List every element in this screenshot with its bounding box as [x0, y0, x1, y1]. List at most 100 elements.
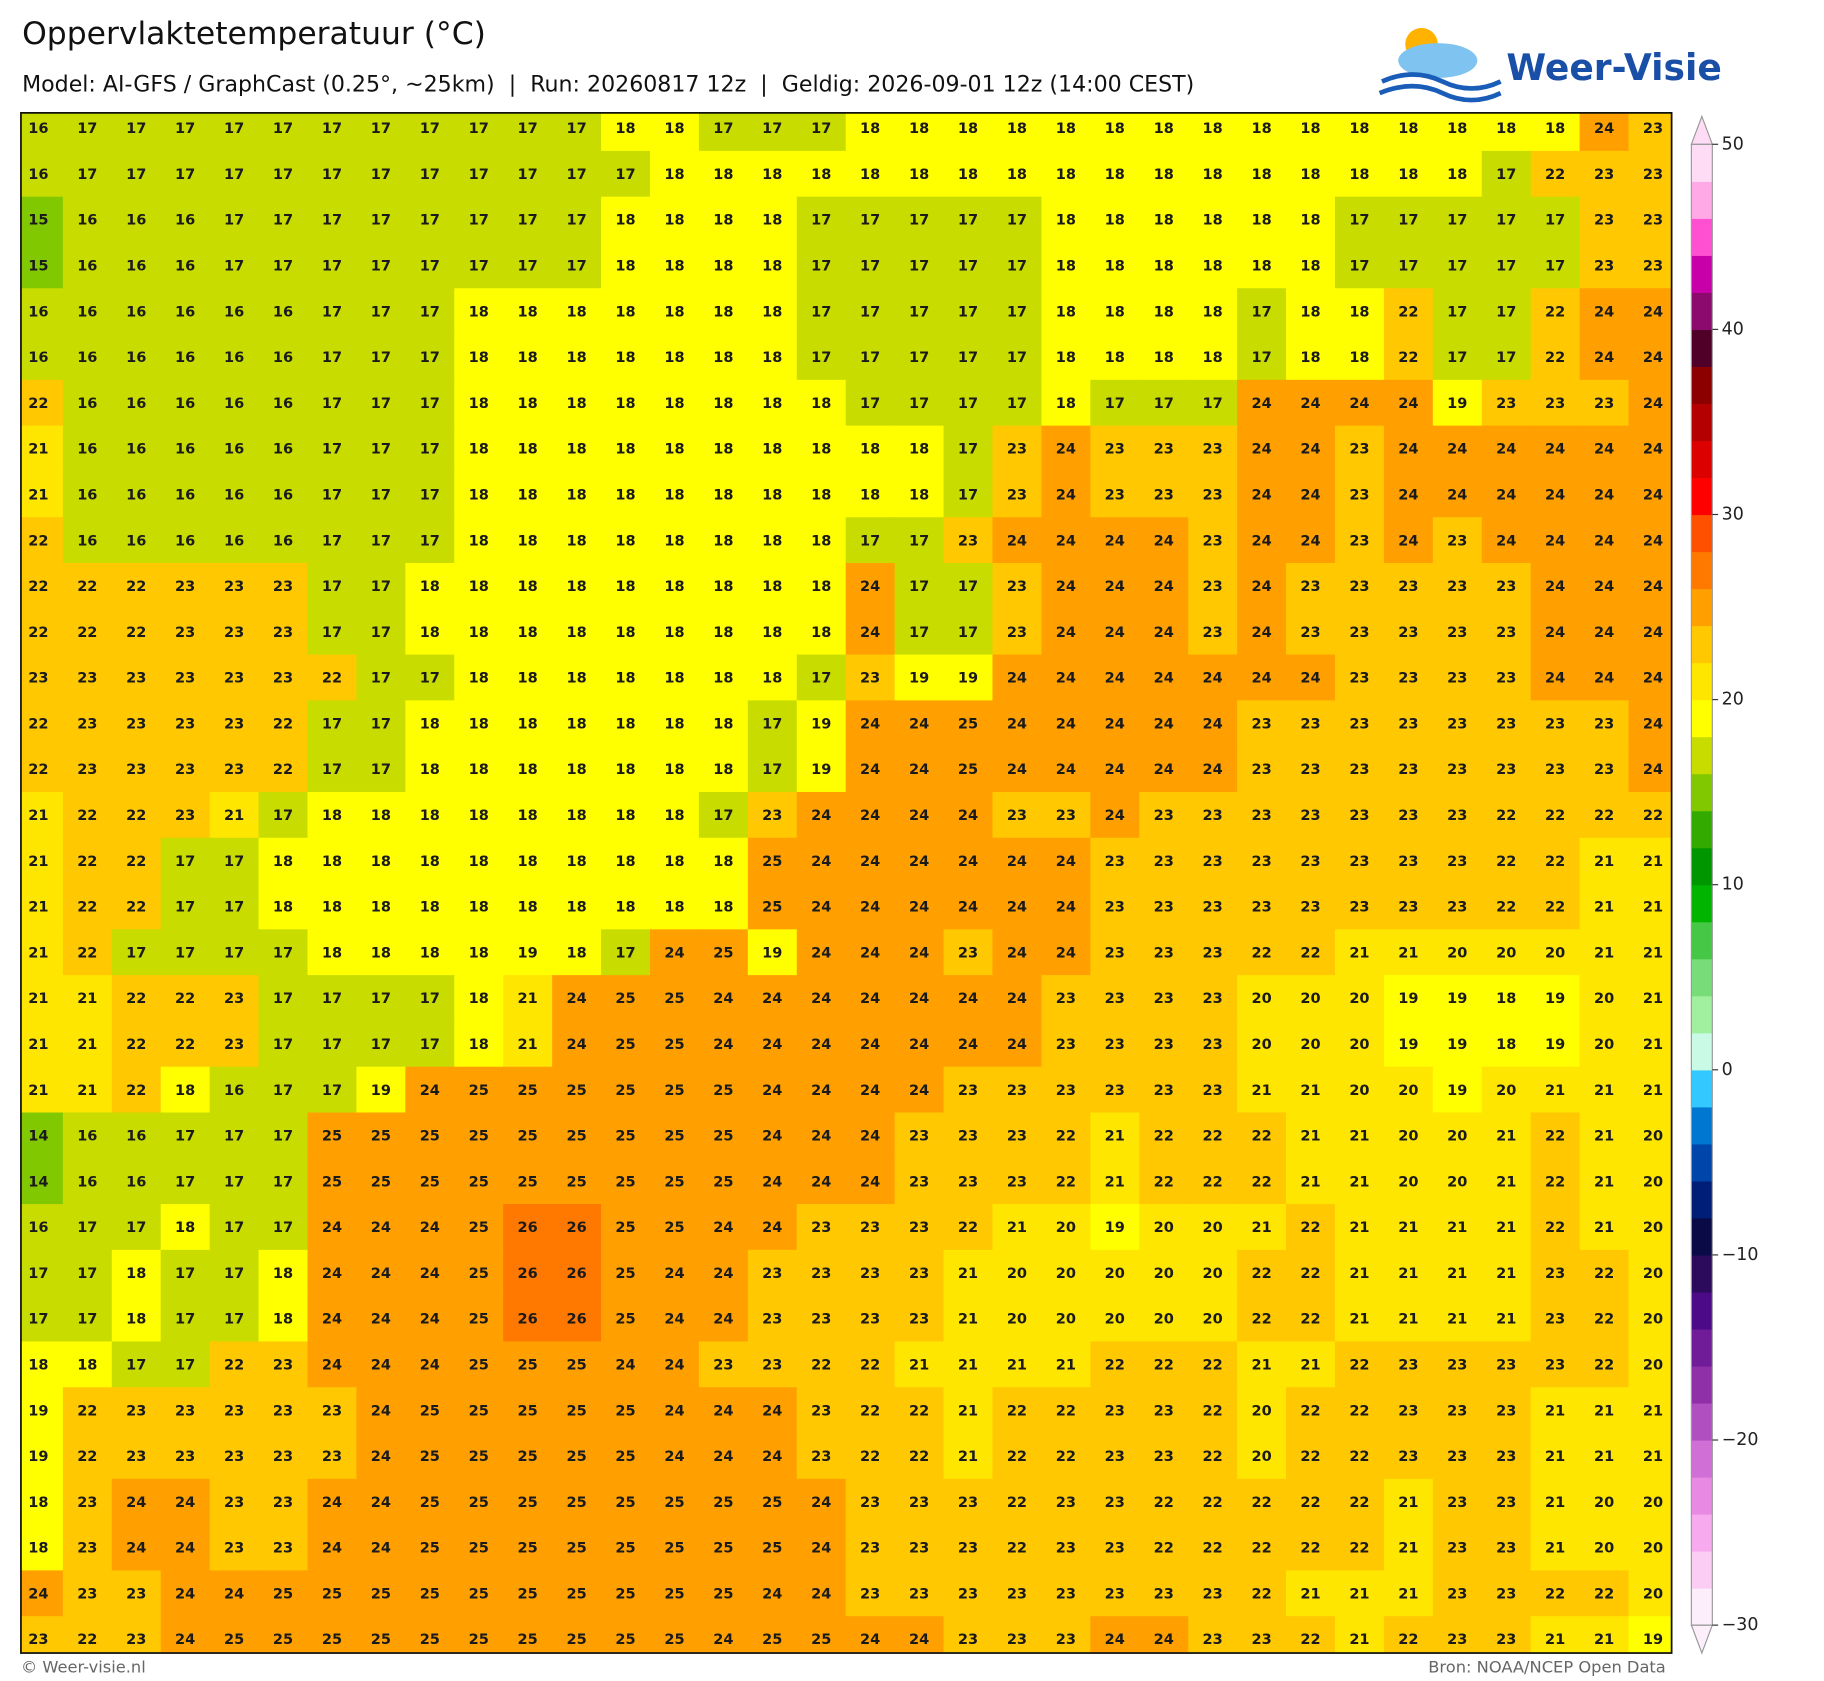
temperature-label: 22: [1300, 1632, 1320, 1648]
temperature-cell: [1237, 425, 1287, 473]
temperature-label: 20: [1643, 1220, 1663, 1236]
temperature-cell: [1579, 1112, 1630, 1159]
temperature-label: 25: [518, 1495, 538, 1511]
temperature-label: 23: [1545, 716, 1565, 732]
temperature-cell: [307, 242, 358, 289]
temperature-cell: [894, 150, 945, 198]
temperature-cell: [307, 837, 358, 885]
temperature-label: 24: [1154, 533, 1174, 549]
temperature-label: 24: [909, 1083, 929, 1099]
temperature-cell: [160, 425, 211, 473]
temperature-cell: [601, 1112, 651, 1159]
temperature-label: 16: [175, 259, 195, 275]
temperature-label: 17: [909, 625, 929, 641]
temperature-label: 23: [1447, 808, 1467, 824]
colorbar-segment: [1691, 736, 1713, 775]
temperature-cell: [405, 975, 455, 1022]
temperature-cell: [454, 1524, 504, 1572]
temperature-cell: [943, 517, 994, 564]
temperature-label: 23: [1496, 762, 1516, 778]
temperature-cell: [503, 1020, 553, 1068]
temperature-label: 23: [1056, 1083, 1076, 1099]
temperature-cell: [1090, 608, 1140, 656]
temperature-cell: [747, 1570, 798, 1617]
temperature-cell: [1334, 746, 1385, 793]
temperature-cell: [1041, 1204, 1092, 1251]
temperature-label: 22: [909, 1449, 929, 1465]
temperature-cell: [1628, 1524, 1672, 1572]
temperature-cell: [111, 517, 162, 564]
temperature-label: 18: [1203, 121, 1223, 137]
temperature-cell: [943, 242, 994, 289]
temperature-label: 23: [1154, 808, 1174, 824]
temperature-label: 18: [566, 579, 586, 595]
temperature-label: 24: [1447, 487, 1467, 503]
temperature-label: 24: [1496, 487, 1516, 503]
temperature-label: 24: [1007, 900, 1027, 916]
temperature-cell: [405, 112, 455, 152]
temperature-label: 24: [909, 991, 929, 1007]
temperature-label: 17: [224, 1266, 244, 1282]
temperature-label: 23: [1545, 1266, 1565, 1282]
temperature-label: 23: [909, 1586, 929, 1602]
temperature-label: 24: [811, 1495, 831, 1511]
temperature-label: 18: [28, 1358, 48, 1374]
temperature-cell: [111, 563, 162, 610]
temperature-label: 22: [1203, 1495, 1223, 1511]
temperature-label: 17: [1545, 259, 1565, 275]
temperature-cell: [1481, 837, 1532, 885]
temperature-label: 25: [469, 1403, 489, 1419]
temperature-label: 24: [713, 1403, 733, 1419]
temperature-cell: [20, 1387, 64, 1434]
temperature-label: 20: [1300, 991, 1320, 1007]
temperature-label: 17: [175, 1312, 195, 1328]
temperature-label: 24: [1545, 442, 1565, 458]
temperature-cell: [20, 1524, 64, 1572]
temperature-cell: [649, 334, 700, 381]
temperature-cell: [1628, 929, 1672, 976]
temperature-cell: [1628, 1112, 1672, 1159]
temperature-label: 25: [664, 1586, 684, 1602]
temperature-label: 23: [322, 1449, 342, 1465]
temperature-label: 25: [664, 1037, 684, 1053]
temperature-label: 20: [1447, 945, 1467, 961]
temperature-label: 21: [1447, 1220, 1467, 1236]
temperature-cell: [552, 1295, 602, 1343]
temperature-cell: [20, 1204, 64, 1251]
colorbar-segment: [1691, 1514, 1713, 1552]
temperature-cell: [454, 608, 504, 656]
temperature-cell: [1188, 654, 1238, 702]
temperature-cell: [1383, 700, 1434, 747]
temperature-label: 22: [77, 625, 97, 641]
temperature-cell: [796, 1387, 847, 1434]
temperature-cell: [649, 379, 700, 427]
temperature-label: 18: [469, 304, 489, 320]
temperature-label: 21: [1398, 945, 1418, 961]
temperature-cell: [845, 1295, 896, 1343]
temperature-cell: [307, 1066, 358, 1114]
temperature-label: 21: [1643, 854, 1663, 870]
temperature-cell: [845, 746, 896, 793]
temperature-cell: [111, 1478, 162, 1526]
temperature-label: 19: [1643, 1632, 1663, 1648]
temperature-label: 16: [273, 533, 293, 549]
temperature-label: 17: [77, 1266, 97, 1282]
temperature-cell: [405, 242, 455, 289]
temperature-cell: [111, 1341, 162, 1388]
temperature-label: 18: [664, 213, 684, 229]
temperature-cell: [796, 791, 847, 839]
temperature-cell: [1432, 1524, 1483, 1572]
temperature-cell: [1628, 883, 1672, 931]
temperature-label: 17: [371, 167, 391, 183]
temperature-label: 23: [762, 1358, 782, 1374]
temperature-cell: [1139, 1249, 1189, 1297]
temperature-label: 22: [909, 1403, 929, 1419]
temperature-label: 22: [1398, 350, 1418, 366]
temperature-label: 24: [1594, 442, 1614, 458]
temperature-label: 23: [224, 579, 244, 595]
temperature-cell: [405, 1204, 455, 1251]
temperature-cell: [209, 883, 260, 931]
temperature-cell: [454, 517, 504, 564]
temperature-cell: [601, 288, 651, 335]
temperature-cell: [1481, 1433, 1532, 1480]
